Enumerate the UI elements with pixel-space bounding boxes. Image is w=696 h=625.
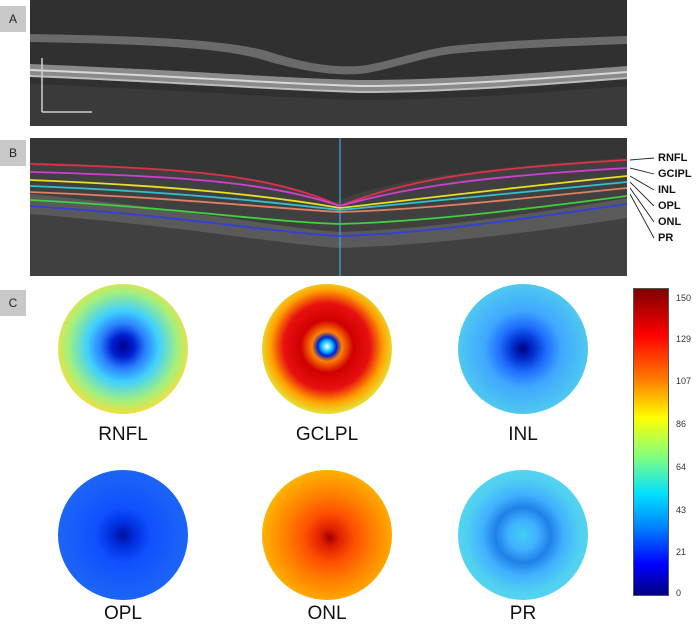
boundary-pr xyxy=(30,195,627,225)
map-inl xyxy=(458,284,588,414)
map-label-pr: PR xyxy=(509,603,537,624)
legend-onl: ONL xyxy=(658,216,682,228)
colorbar-tick-0: 0 xyxy=(676,588,682,598)
map-label-gclpl: GCLPL xyxy=(295,424,359,445)
boundary-gcipl xyxy=(30,167,627,207)
colorbar-tick-129: 129 xyxy=(676,334,692,344)
boundary-opl xyxy=(30,181,627,211)
legend-rnfl: RNFL xyxy=(658,152,688,164)
legend-gcipl: GCIPL xyxy=(658,168,692,180)
colorbar-tick-43: 43 xyxy=(676,505,687,515)
colorbar-tick-107: 107 xyxy=(676,376,692,386)
legend-pr: PR xyxy=(658,232,674,244)
oct-bscan-a xyxy=(30,0,627,126)
map-rnfl xyxy=(58,284,188,414)
map-label-onl: ONL xyxy=(307,603,347,624)
colorbar-tick-150: 150 xyxy=(676,293,692,303)
map-opl xyxy=(58,470,188,600)
panel-c-label: C xyxy=(0,290,26,316)
colorbar-tick-64: 64 xyxy=(676,462,687,472)
map-label-inl: INL xyxy=(508,424,538,445)
boundary-rpe xyxy=(30,203,627,237)
colorbar-tick-86: 86 xyxy=(676,419,687,429)
legend-opl: OPL xyxy=(658,200,681,212)
map-label-rnfl: RNFL xyxy=(98,424,148,445)
map-label-opl: OPL xyxy=(103,603,143,624)
colorbar xyxy=(633,288,669,596)
map-gclpl xyxy=(262,284,392,414)
legend-inl: INL xyxy=(658,184,676,196)
boundary-legend: RNFL GCIPL INL OPL ONL PR xyxy=(630,138,696,248)
boundary-inl xyxy=(30,175,627,209)
map-onl xyxy=(262,470,392,600)
colorbar-tick-21: 21 xyxy=(676,547,687,557)
boundary-onl xyxy=(30,187,627,213)
panel-a-label: A xyxy=(0,6,26,32)
oct-bscan-b-segmented xyxy=(30,138,627,276)
panel-b-label: B xyxy=(0,140,26,166)
map-pr xyxy=(458,470,588,600)
